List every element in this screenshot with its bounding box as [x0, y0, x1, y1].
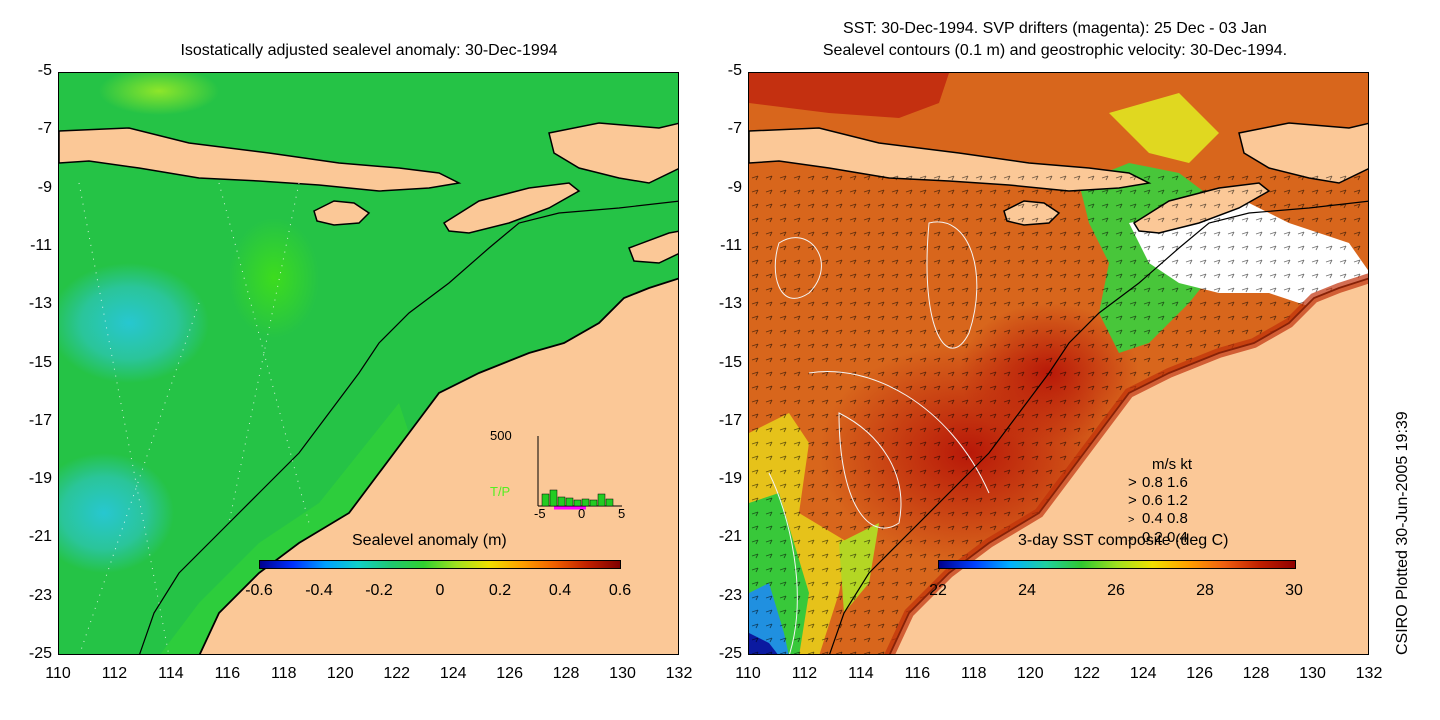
left-y-tick-label: -13	[28, 295, 52, 313]
right-y-tick-label: -13	[718, 295, 742, 313]
right-y-tick-label: -15	[718, 353, 742, 371]
left-colorbar-tick: -0.4	[305, 582, 333, 599]
left-x-tick-label: 130	[609, 665, 636, 682]
arrow-glyph-icon: >	[1128, 534, 1134, 544]
right-colorbar-tick: 28	[1196, 582, 1214, 599]
left-x-tick-label: 132	[665, 665, 693, 682]
left-x-tick-label: 124	[439, 665, 467, 682]
arrow-glyph-icon: >	[1128, 492, 1137, 509]
right-x-tick-label: 132	[1355, 665, 1383, 682]
velocity-legend-row: >0.6 1.2	[1128, 492, 1188, 509]
right-colorbar	[938, 560, 1296, 569]
right-y-tick-label: -11	[720, 236, 742, 254]
right-x-tick-label: 110	[735, 665, 761, 682]
left-x-tick-label: 128	[552, 665, 580, 682]
right-y-tick-label: -9	[727, 178, 742, 196]
right-x-tick-label: 128	[1242, 665, 1270, 682]
left-x-tick-label: 118	[271, 665, 297, 682]
right-y-tick-label: -21	[718, 528, 742, 546]
right-x-tick-label: 126	[1186, 665, 1213, 682]
left-x-tick-label: 112	[101, 665, 128, 682]
left-y-tick-label: -5	[37, 62, 52, 79]
right-y-tick-label: -17	[718, 411, 742, 429]
left-y-tick-label: -11	[30, 236, 52, 254]
right-x-tick-label: 116	[904, 665, 931, 682]
left-x-tick-label: 126	[496, 665, 523, 682]
inset-xtick: 5	[618, 506, 626, 521]
inset-xtick: -5	[534, 506, 546, 521]
velocity-legend-row: >0.8 1.6	[1128, 474, 1188, 491]
left-y-tick-label: -17	[28, 411, 52, 429]
right-colorbar-tick: 30	[1285, 582, 1303, 599]
left-colorbar-tick: 0	[435, 582, 445, 599]
velocity-legend-header: m/s kt	[1152, 456, 1192, 473]
right-y-tick-label: -7	[727, 120, 742, 138]
left-colorbar-tick: -0.6	[245, 582, 273, 599]
velocity-legend: m/s kt >0.8 1.6 >0.6 1.2 >0.4 0.8 >0.2 0…	[1128, 456, 1248, 548]
right-x-tick-label: 130	[1299, 665, 1326, 682]
left-y-tick-label: -7	[37, 120, 52, 138]
right-colorbar-title: 3-day SST composite (deg C)	[1018, 532, 1229, 549]
arrow-glyph-icon: >	[1128, 514, 1135, 526]
right-y-tick-label: -23	[718, 586, 742, 604]
left-colorbar	[259, 560, 621, 569]
right-map-title-line2: Sealevel contours (0.1 m) and geostrophi…	[822, 42, 1288, 59]
left-y-tick-label: -23	[28, 586, 52, 604]
left-x-tick-label: 122	[383, 665, 411, 682]
right-y-tick-label: -5	[727, 62, 742, 79]
left-y-tick-label: -15	[28, 353, 52, 371]
inset-tp-label: T/P	[490, 484, 511, 499]
right-map-title-line1: SST: 30-Dec-1994. SVP drifters (magenta)…	[843, 20, 1267, 37]
left-colorbar-tick: 0.2	[488, 582, 512, 599]
left-colorbar-tick: -0.2	[365, 582, 393, 599]
left-x-tick-label: 116	[214, 665, 241, 682]
left-y-tick-label: -21	[28, 528, 52, 546]
left-y-tick-label: -19	[28, 470, 52, 488]
left-map-title: Isostatically adjusted sealevel anomaly:…	[180, 42, 558, 59]
right-x-tick-label: 112	[791, 665, 818, 682]
right-x-tick-label: 114	[848, 665, 874, 682]
right-y-tick-label: -25	[718, 645, 742, 662]
left-colorbar-tick: 0.6	[608, 582, 632, 599]
left-y-tick-label: -25	[28, 645, 52, 662]
velocity-legend-row: >0.2 0.4	[1128, 529, 1188, 546]
left-colorbar-tick: 0.4	[548, 582, 572, 599]
left-colorbar-title: Sealevel anomaly (m)	[352, 532, 507, 549]
left-y-tick-label: -9	[37, 178, 52, 196]
credit-text: CSIRO Plotted 30-Jun-2005 19:39	[1394, 411, 1411, 655]
left-x-tick-label: 114	[158, 665, 184, 682]
right-x-tick-label: 120	[1016, 665, 1044, 682]
right-x-tick-label: 122	[1073, 665, 1101, 682]
right-colorbar-tick: 26	[1107, 582, 1125, 599]
arrow-glyph-icon: >	[1128, 474, 1137, 491]
tp-histogram-inset: 500 T/P -5 0 5	[490, 428, 630, 521]
sst-map	[748, 72, 1369, 655]
sealevel-anomaly-map	[58, 72, 679, 655]
inset-ymax-label: 500	[490, 428, 512, 443]
right-x-tick-label: 118	[961, 665, 987, 682]
velocity-legend-row: >0.4 0.8	[1128, 510, 1188, 527]
right-colorbar-tick: 24	[1018, 582, 1036, 599]
left-x-tick-label: 110	[45, 665, 71, 682]
left-x-tick-label: 120	[326, 665, 354, 682]
right-colorbar-tick: 22	[929, 582, 947, 599]
right-x-tick-label: 124	[1129, 665, 1157, 682]
inset-xtick: 0	[578, 506, 586, 521]
right-y-tick-label: -19	[718, 470, 742, 488]
